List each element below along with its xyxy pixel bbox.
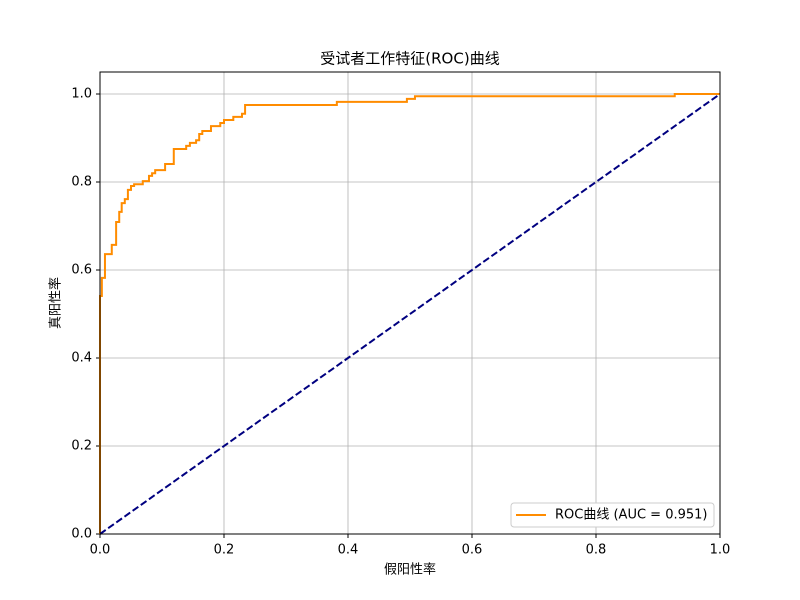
x-tick-label: 1.0 [710, 543, 731, 558]
y-tick-label: 0.6 [71, 263, 92, 278]
x-tick-label: 0.8 [586, 543, 607, 558]
x-tick-label: 0.6 [462, 543, 483, 558]
y-tick-label: 0.0 [71, 527, 92, 542]
y-tick-label: 0.2 [71, 439, 92, 454]
x-tick-label: 0.4 [338, 543, 359, 558]
y-tick-label: 1.0 [71, 87, 92, 102]
x-tick-label: 0.2 [214, 543, 235, 558]
data-line [99, 93, 721, 535]
y-tick-label: 0.8 [71, 175, 92, 190]
y-axis-label: 真阳性率 [48, 277, 64, 329]
y-tick-label: 0.4 [71, 351, 92, 366]
data-line [99, 93, 720, 534]
chart-title: 受试者工作特征(ROC)曲线 [320, 50, 499, 68]
x-axis-label: 假阳性率 [384, 562, 436, 578]
legend-label: ROC曲线 (AUC = 0.951) [555, 508, 707, 523]
legend-box [510, 502, 715, 528]
x-tick-label: 0.0 [90, 543, 111, 558]
plot-frame [99, 71, 721, 535]
